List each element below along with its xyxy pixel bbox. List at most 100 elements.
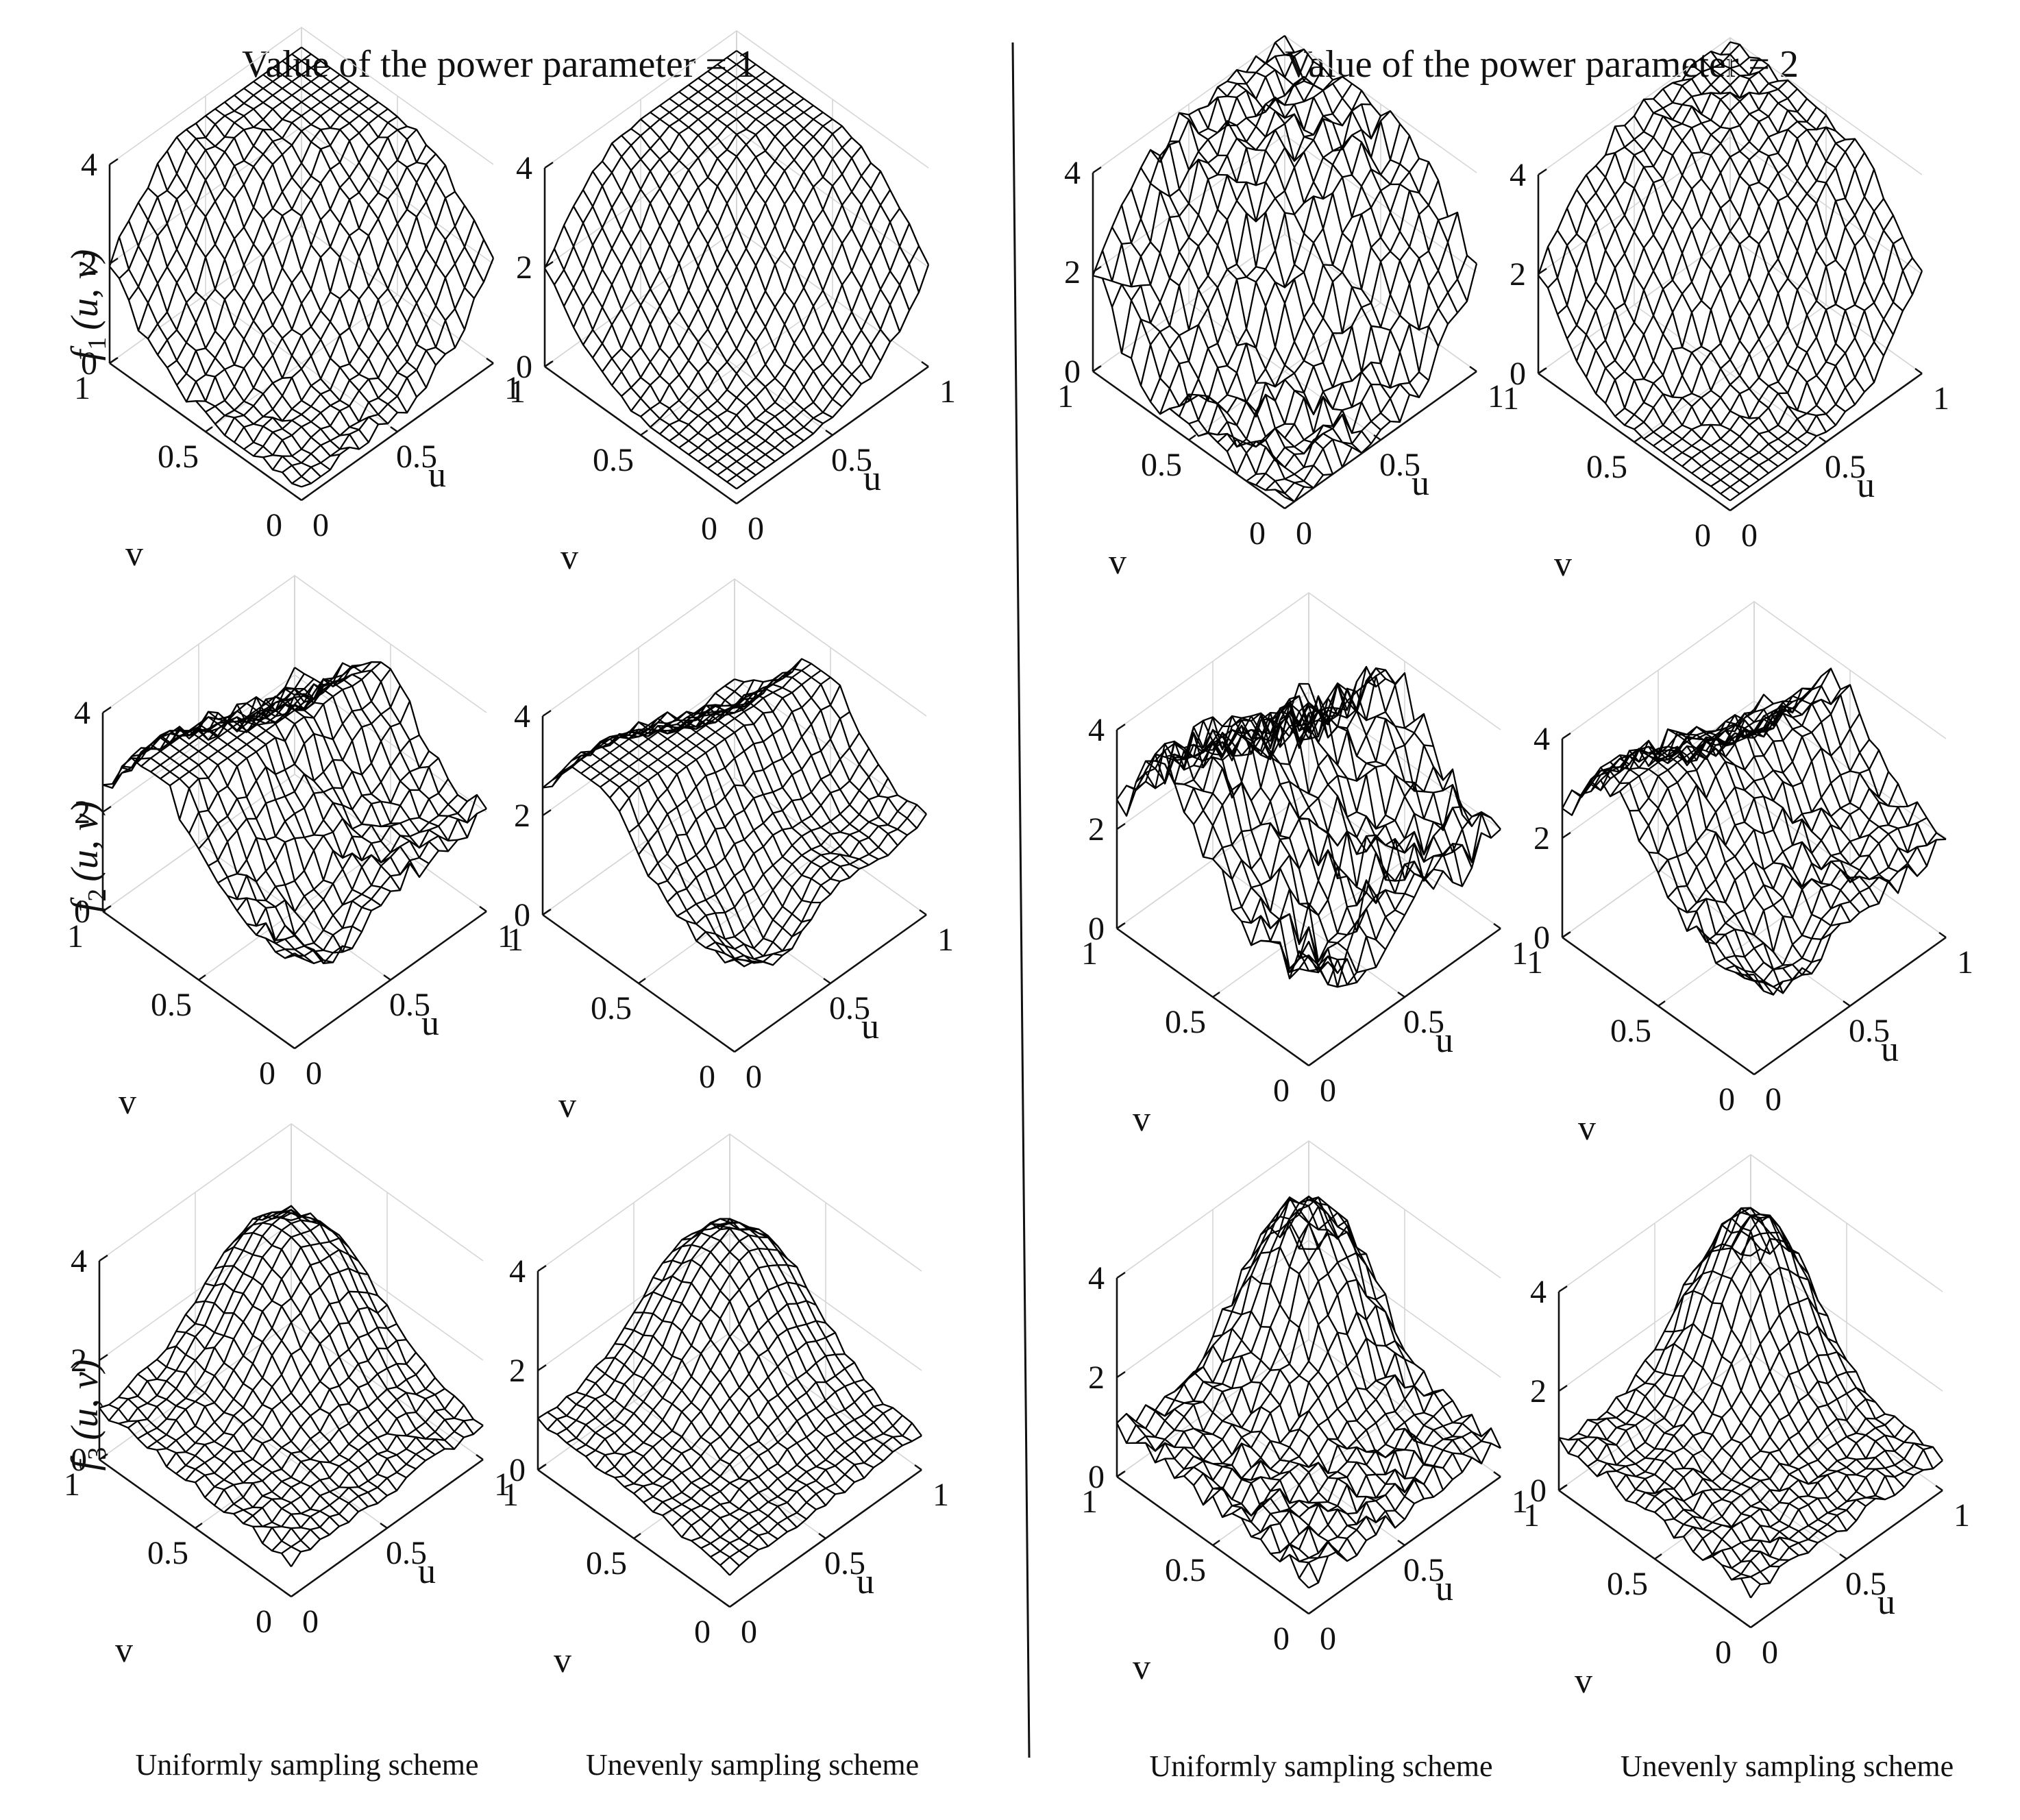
u-tick-label: 1 [1512,1484,1528,1520]
z-tick-label: 0 [1530,1473,1547,1509]
z-tick-label: 4 [514,698,530,735]
mesh-line-u [1744,685,1937,846]
surface-mesh [542,658,927,968]
mesh-line-v [611,98,804,386]
v-tick-label: 1 [74,370,90,406]
v-tick [102,906,110,912]
mesh-line-v [256,778,449,942]
grid-line [1558,1353,1943,1491]
v-axis-label: v [115,1631,133,1670]
mesh-line-v [108,47,302,267]
mesh-line-u [185,1314,378,1504]
mesh-line-u [686,693,879,860]
z-tick-label: 4 [509,1253,526,1290]
mesh-line-u [243,1222,436,1455]
u-tick [380,1523,388,1529]
v-axis-label: v [561,538,578,577]
mesh-line-u [214,108,408,413]
mesh-line-u [537,1417,730,1576]
mesh-line-v [147,1223,340,1449]
u-tick [729,498,737,504]
grid-line [1538,236,1923,374]
v-tick [1116,1471,1124,1477]
v-tick-label: 0 [694,1614,711,1650]
u-tick [284,1591,292,1597]
v-tick-label: 0 [259,1055,275,1092]
mesh-line-v [604,1264,798,1474]
v-tick [1634,436,1642,443]
v-tick-label: 0.5 [1165,1004,1206,1040]
mesh-line-u [262,74,456,348]
grid-line [99,1322,292,1460]
u-tick-label: 1 [1488,378,1504,415]
mesh-line-v [1140,79,1333,386]
v-tick-label: 0 [699,1059,715,1095]
mesh-line-u [576,1391,769,1547]
v-tick [542,909,550,915]
v-tick [729,1601,737,1608]
mesh-line-v [178,661,372,820]
surface-mesh [99,1205,484,1567]
v-tick [638,978,646,984]
v-axis-label: v [119,1083,136,1122]
mesh-line-u [643,1291,836,1495]
axes-grid [542,578,927,984]
u-tick-label: 0.5 [1379,447,1420,483]
u-tick-label: 1 [1957,944,1973,981]
mesh-line-u [724,667,917,829]
u-tick [1397,1540,1405,1546]
mesh-line-u [1662,88,1856,405]
u-tick-label: 0 [306,1055,322,1092]
mesh-line-v [195,108,389,402]
mesh-line-u [108,1403,301,1553]
v-axis-label: v [125,534,143,574]
z-tick-label: 2 [1530,1373,1547,1410]
mesh-line-v [252,1388,445,1527]
u-tick-label: 0.5 [829,990,870,1026]
z-tick-label: 0 [1088,911,1105,947]
v-tick-label: 1 [509,373,526,410]
mesh-line-u [1283,35,1477,265]
z-tick [544,261,554,268]
mesh-line-v [582,77,776,345]
z-tick [542,710,552,717]
mesh-line-v [137,1219,330,1440]
mesh-line-u [1260,1196,1453,1480]
mesh-line-v [1614,98,1808,417]
mesh-line-v [1102,51,1295,282]
mesh-line-u [681,1231,874,1468]
mesh-line-u [695,687,889,857]
mesh-line-v [1712,1425,1905,1558]
v-tick [1308,1060,1316,1066]
mesh-line-v [1634,114,1827,430]
mesh-line-u [676,697,870,866]
v-tick-label: 1 [1523,1497,1540,1534]
mesh-line-v [214,125,408,425]
u-tick-label: 0 [1741,517,1758,554]
mesh-line-u [1547,246,1740,495]
grid-line [1212,1407,1405,1546]
v-axis-label: v [558,1086,576,1125]
mesh-line-u [715,675,908,836]
v-tick [291,1591,299,1597]
v-tick-label: 1 [67,918,84,955]
mesh-line-v [1624,106,1817,426]
u-tick [727,1046,735,1053]
v-tick [1750,1622,1758,1628]
surface-mesh [1092,35,1478,503]
mesh-line-u [1279,682,1473,868]
mesh-line-v [1682,169,1875,467]
mesh-line-v [1568,1224,1761,1454]
v-tick-label: 1 [1081,1484,1098,1520]
mesh-line-u [1653,98,1846,413]
mesh-line-u [717,64,911,311]
mesh-line-v [156,1237,349,1451]
v-tick [294,1043,302,1049]
mesh-line-u [1246,71,1440,347]
u-tick [1469,366,1477,372]
